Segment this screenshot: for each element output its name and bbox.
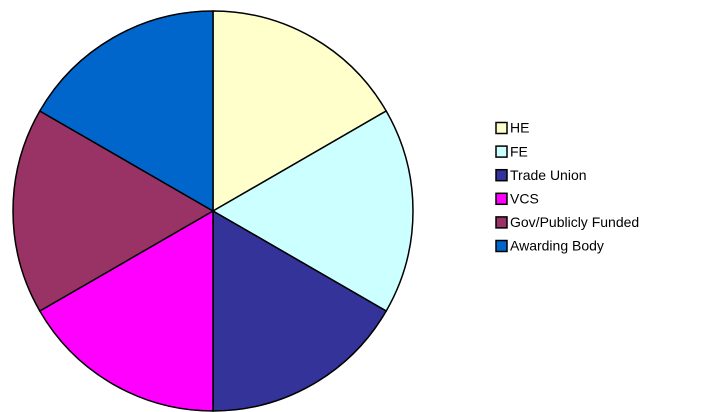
legend-swatch xyxy=(495,216,508,229)
legend-swatch xyxy=(495,168,508,182)
legend-label: Awarding Body xyxy=(510,238,604,254)
legend-swatch xyxy=(495,192,508,206)
pie-slice xyxy=(38,10,214,213)
legend-label: Trade Union xyxy=(510,167,587,183)
legend-swatch xyxy=(495,145,508,158)
pie-slice xyxy=(12,109,215,313)
pie-slice xyxy=(38,209,214,412)
legend-swatch xyxy=(495,239,508,253)
pie-slice xyxy=(212,209,388,412)
legend-label: VCS xyxy=(510,191,539,207)
pie-slice xyxy=(211,109,414,313)
pie-slice xyxy=(212,10,388,213)
legend-label: FE xyxy=(510,143,528,159)
legend-label: Gov/Publicly Funded xyxy=(510,214,639,230)
legend-swatch xyxy=(495,121,508,135)
legend-label: HE xyxy=(510,120,529,136)
